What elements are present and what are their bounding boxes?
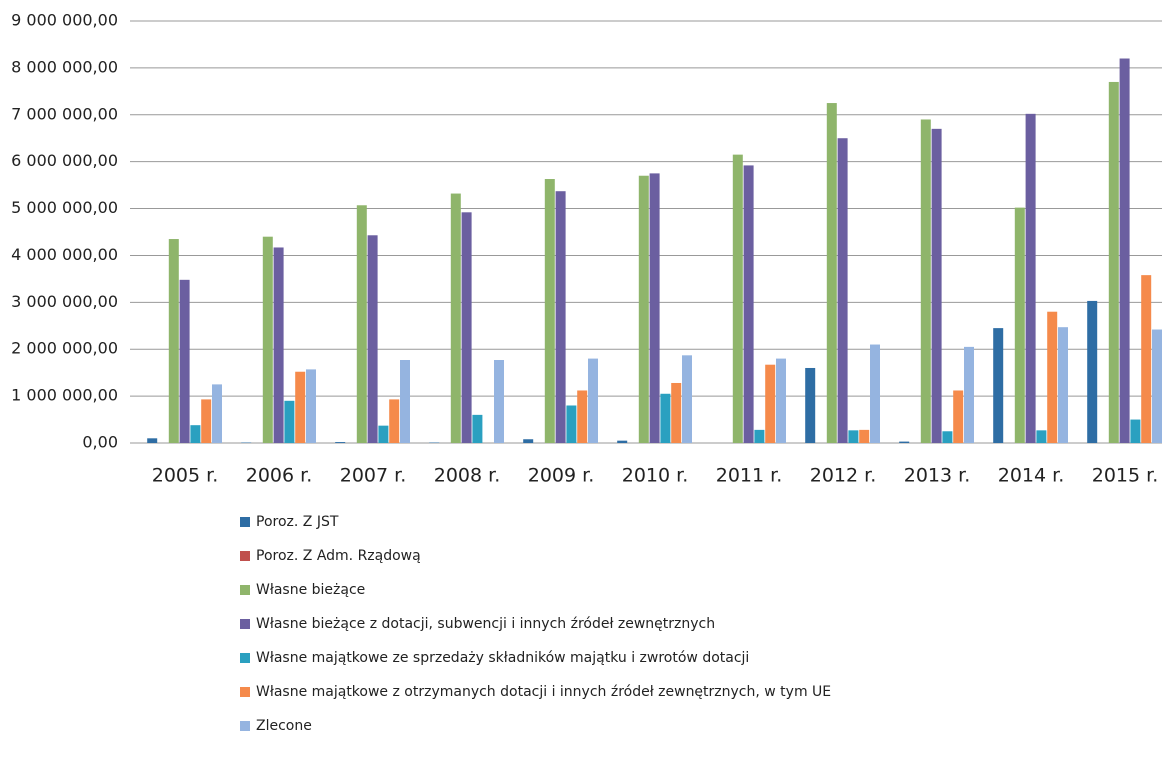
bar (273, 247, 284, 443)
bar (212, 384, 222, 443)
bar (754, 429, 765, 443)
x-tick-label: 2007 r. (340, 465, 407, 487)
bar (356, 205, 367, 443)
bar (837, 138, 848, 443)
x-tick-label: 2014 r. (998, 465, 1065, 487)
bar (1108, 81, 1119, 443)
bar (964, 346, 974, 443)
bar (179, 279, 190, 443)
bar (1119, 58, 1130, 444)
y-tick-label: 4 000 000,00 (11, 245, 118, 264)
bar (1025, 113, 1036, 443)
legend-label: Własne bieżące z dotacji, subwencji i in… (256, 616, 715, 632)
bar (649, 173, 660, 443)
bar (931, 128, 942, 443)
bar (201, 399, 212, 443)
bar (848, 430, 859, 443)
legend-swatch (240, 551, 250, 561)
bar (588, 358, 598, 443)
legend-swatch (240, 619, 250, 629)
bar (805, 367, 816, 443)
bar (147, 438, 158, 443)
x-tick-label: 2010 r. (622, 465, 689, 487)
bar (262, 236, 273, 443)
y-tick-label: 9 000 000,00 (11, 11, 118, 30)
legend-label: Zlecone (256, 718, 312, 734)
y-tick-label: 3 000 000,00 (11, 292, 118, 311)
bar (577, 390, 588, 443)
bar (732, 154, 743, 443)
bar (638, 175, 649, 443)
legend-label: Własne bieżące (256, 582, 365, 598)
bar (682, 355, 692, 443)
y-tick-label: 8 000 000,00 (11, 57, 118, 76)
legend-label: Poroz. Z Adm. Rządową (256, 548, 421, 564)
x-tick-label: 2008 r. (434, 465, 501, 487)
x-tick-label: 2005 r. (152, 465, 219, 487)
bar (660, 393, 671, 443)
bar (306, 369, 316, 443)
bar (494, 360, 504, 443)
bar (920, 119, 931, 443)
y-tick-label: 2 000 000,00 (11, 339, 118, 358)
x-tick-label: 2006 r. (246, 465, 313, 487)
bar (335, 442, 346, 443)
bar (870, 344, 880, 443)
bar (1047, 311, 1058, 443)
bar (1130, 419, 1141, 443)
y-tick-label: 6 000 000,00 (11, 151, 118, 170)
x-tick-label: 2012 r. (810, 465, 877, 487)
bar (295, 371, 306, 443)
bar (190, 425, 201, 443)
legend-swatch (240, 517, 250, 527)
legend-swatch (240, 721, 250, 731)
bar (743, 165, 754, 443)
bar (367, 235, 378, 443)
bar (859, 429, 870, 443)
y-tick-label: 0,00 (82, 433, 118, 452)
x-tick-label: 2015 r. (1092, 465, 1159, 487)
bar (671, 382, 682, 443)
bar (765, 364, 776, 443)
legend-label: Własne majątkowe ze sprzedaży składników… (256, 650, 749, 666)
x-tick-label: 2009 r. (528, 465, 595, 487)
bar (555, 191, 566, 443)
bar (523, 439, 534, 443)
legend-label: Własne majątkowe z otrzymanych dotacji i… (256, 684, 831, 700)
legend-swatch (240, 585, 250, 595)
bar (1058, 327, 1068, 443)
y-tick-label: 5 000 000,00 (11, 198, 118, 217)
bar (566, 405, 577, 443)
legend-swatch (240, 687, 250, 697)
x-tick-label: 2011 r. (716, 465, 783, 487)
bar (826, 103, 837, 444)
bar (461, 212, 472, 443)
bar (400, 360, 410, 443)
bar (942, 431, 953, 443)
bar (1152, 329, 1162, 443)
bar (1141, 275, 1152, 443)
bar (1014, 207, 1025, 443)
y-tick-label: 1 000 000,00 (11, 386, 118, 405)
y-tick-label: 7 000 000,00 (11, 104, 118, 123)
bar (284, 400, 295, 443)
bar (953, 390, 964, 443)
bar (617, 440, 628, 443)
bar (993, 328, 1004, 443)
bar (472, 414, 483, 443)
legend-label: Poroz. Z JST (256, 514, 339, 530)
legend-swatch (240, 653, 250, 663)
bar (450, 193, 461, 443)
bar (1036, 430, 1047, 443)
bar (776, 358, 786, 443)
bar (389, 399, 400, 443)
bar (168, 239, 179, 443)
bar (899, 441, 910, 443)
x-tick-label: 2013 r. (904, 465, 971, 487)
bar (1087, 300, 1098, 443)
bar (544, 179, 555, 443)
bar (378, 425, 389, 443)
